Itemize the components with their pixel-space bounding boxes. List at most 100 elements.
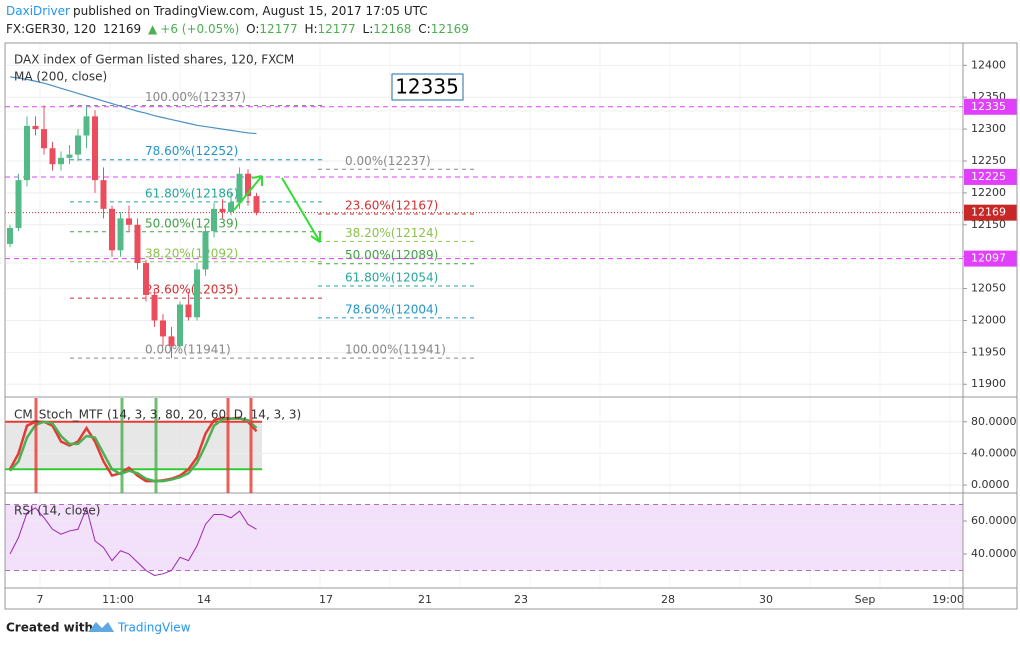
candle-body	[15, 180, 22, 228]
candle-body	[211, 208, 217, 232]
arrow	[233, 175, 263, 211]
candle-body	[194, 269, 200, 318]
candle-body	[92, 116, 98, 181]
price-tag-label: 12169	[971, 206, 1006, 219]
candle-body	[151, 294, 158, 321]
close: 12169	[430, 22, 469, 36]
y-tick-label: 40.0000	[971, 547, 1017, 560]
logo	[88, 622, 114, 632]
series-line	[9, 417, 258, 483]
symbol-line: FX:GER30, 120 12169 ▲ +6 (+0.05%) O:12177…	[6, 22, 472, 36]
price-tag	[964, 250, 1017, 267]
y-tick-label: 12400	[971, 58, 1006, 71]
candle-body	[24, 125, 30, 181]
y-tick-label: 60.0000	[971, 514, 1017, 527]
ma-legend: MA (200, close)	[14, 70, 107, 84]
candle-body	[41, 129, 47, 149]
fib-label: 38.20%(12124)	[345, 226, 438, 240]
y-tick-label: 12300	[971, 122, 1006, 135]
fib-label: 61.80%(12054)	[345, 271, 438, 285]
arrow	[281, 177, 321, 243]
stoch-title: CM_Stoch_MTF (14, 3, 3, 80, 20, 60, D, 1…	[14, 408, 301, 422]
candle-body	[7, 227, 13, 244]
publish-line: DaxiDriver published on TradingView.com, …	[6, 4, 431, 18]
y-tick-label: 0.0000	[971, 478, 1010, 491]
x-tick-label: 21	[418, 593, 432, 606]
x-tick-label: 17	[319, 593, 333, 606]
y-tick-label: 12000	[971, 313, 1006, 326]
fib-label: 0.00%(11941)	[145, 343, 231, 357]
y-tick-label: 12050	[971, 282, 1006, 295]
x-tick-label: 28	[661, 593, 675, 606]
fib-label: 38.20%(12092)	[145, 246, 238, 260]
candle-body	[83, 116, 90, 136]
candle-body	[134, 224, 141, 264]
x-tick-label: 11:00	[102, 593, 134, 606]
x-tick-label: 19:00	[932, 593, 964, 606]
candle-body	[185, 304, 192, 318]
price-tag	[964, 168, 1017, 185]
candle-body	[245, 173, 251, 197]
candle-body	[75, 135, 81, 155]
frame	[4, 42, 1018, 610]
high: 12177	[317, 22, 356, 36]
o-label: O:	[246, 22, 260, 36]
candle-body	[32, 125, 39, 130]
published: published on TradingView.com, August 15,…	[72, 4, 428, 18]
y-tick-label: 80.0000	[971, 415, 1017, 428]
fib-label: 50.00%(12089)	[345, 248, 438, 262]
candle-body	[109, 208, 115, 251]
candle-body	[202, 231, 209, 270]
candle-body	[253, 196, 260, 213]
up-icon: ▲	[148, 22, 158, 36]
candle-body	[58, 157, 64, 165]
change: +6 (+0.05%)	[160, 22, 240, 36]
annotation: 12335	[395, 75, 459, 99]
low: 12168	[373, 22, 412, 36]
fib-label: 50.00%(12139)	[145, 216, 238, 230]
band	[5, 421, 262, 470]
fib-label: 23.60%(12167)	[345, 198, 438, 212]
candle-body	[49, 148, 56, 165]
brand[interactable]: TradingView	[117, 621, 191, 635]
created-with: Created with	[6, 621, 93, 635]
rsi-title: RSI (14, close)	[14, 504, 100, 518]
last: 12169	[103, 22, 142, 36]
fib-label: 0.00%(12237)	[345, 154, 431, 168]
x-tick-label: 30	[759, 593, 773, 606]
x-tick-label: Sep	[855, 593, 876, 606]
y-tick-label: 12250	[971, 154, 1006, 167]
fib-label: 61.80%(12186)	[145, 186, 238, 200]
candle-body	[117, 218, 124, 251]
candle-body	[126, 218, 132, 225]
y-tick-label: 12200	[971, 186, 1006, 199]
price-tag-label: 12097	[971, 252, 1006, 265]
open: 12177	[259, 22, 298, 36]
price-tag	[964, 98, 1017, 115]
c-label: C:	[418, 22, 431, 36]
fib-label: 23.60%(12035)	[145, 283, 238, 297]
h-label: H:	[304, 22, 318, 36]
candle-body	[177, 304, 183, 346]
band	[5, 504, 963, 571]
symbol: FX:GER30, 120	[6, 22, 97, 36]
y-tick-label: 12150	[971, 218, 1006, 231]
candle-body	[219, 208, 226, 213]
candle-body	[160, 320, 166, 337]
ma-line	[9, 76, 257, 135]
candle-body	[168, 336, 175, 346]
x-tick-label: 7	[37, 593, 44, 606]
candle-body	[236, 173, 243, 203]
fib-label: 100.00%(12337)	[145, 90, 246, 104]
series-line	[9, 506, 257, 576]
l-label: L:	[362, 22, 374, 36]
price-tag-label: 12225	[971, 170, 1006, 183]
y-tick-label: 40.0000	[971, 446, 1017, 459]
candle-body	[66, 154, 73, 158]
y-tick-label: 11900	[971, 377, 1006, 390]
fib-label: 100.00%(11941)	[345, 343, 446, 357]
author[interactable]: DaxiDriver	[6, 4, 70, 18]
x-tick-label: 23	[514, 593, 528, 606]
annotation-box	[391, 73, 464, 101]
